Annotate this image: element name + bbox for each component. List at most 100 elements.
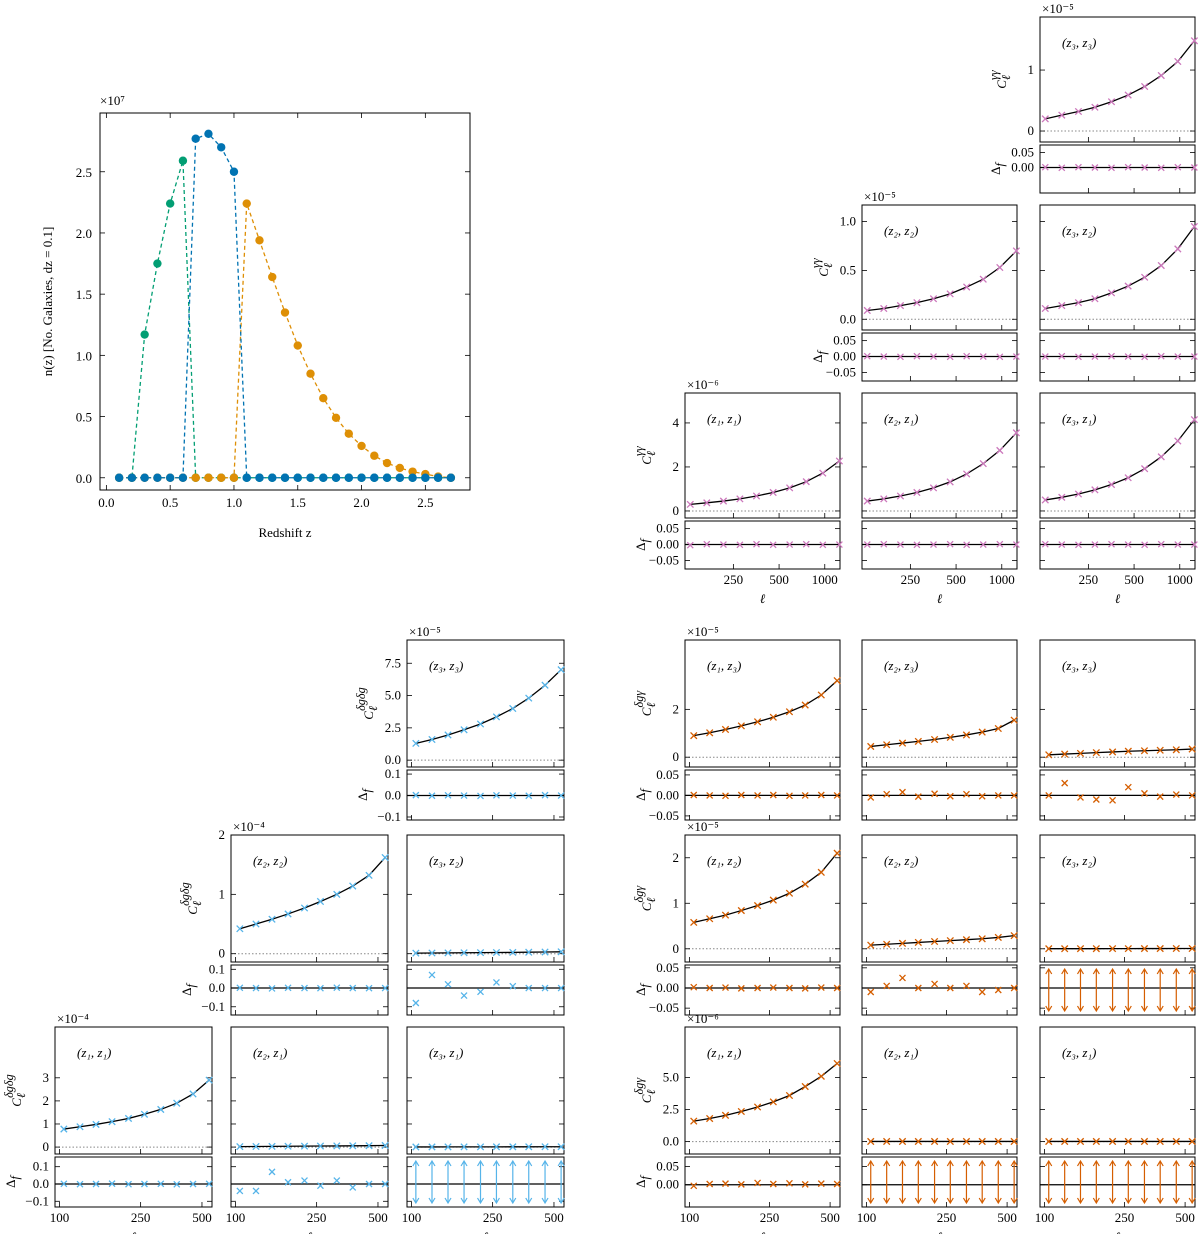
residual-cross	[1157, 794, 1163, 800]
x-tick-label: 100	[50, 1210, 70, 1225]
residual-cross	[691, 1183, 697, 1189]
data-cross	[334, 891, 340, 897]
out-of-range-arrow	[510, 1161, 516, 1203]
y-axis-label-base: C	[639, 902, 654, 911]
x-tick-label: 2.5	[417, 495, 433, 510]
panel-label: (z₃, z₂)	[1062, 223, 1096, 238]
out-of-range-arrow	[1189, 969, 1195, 1011]
residual-y-tick-label: 0.00	[656, 787, 679, 802]
series-point	[370, 452, 378, 460]
out-of-range-arrow	[932, 1161, 938, 1203]
out-of-range-arrow	[899, 1161, 905, 1203]
series-point	[140, 474, 148, 482]
residual-cross	[818, 1181, 824, 1187]
residual-cross	[445, 981, 451, 987]
y-tick-label: 2.0	[76, 226, 92, 241]
out-of-range-arrow	[429, 1161, 435, 1203]
residual-axis-label-base: Δ	[179, 988, 194, 996]
y-axis-label: Cℓδgγ	[632, 690, 658, 717]
residual-cross	[884, 791, 890, 797]
residual-cross	[899, 975, 905, 981]
x-tick-label: 0.0	[98, 495, 114, 510]
data-cross	[1125, 475, 1131, 481]
residual-y-tick-label: 0.05	[1011, 145, 1034, 160]
series-point	[204, 130, 212, 138]
y-tick-label: 7.5	[385, 655, 401, 670]
x-tick-label: 250	[937, 1210, 957, 1225]
y-tick-label: 0	[219, 946, 226, 961]
data-cross	[301, 905, 307, 911]
y-axis-label: Cℓδgδg	[178, 882, 204, 914]
residual-y-tick-label: 0.00	[656, 980, 679, 995]
residual-box	[231, 1157, 388, 1207]
y-axis-label-sub: ℓ	[366, 706, 380, 711]
residual-cross	[334, 1178, 340, 1184]
series-point	[383, 459, 391, 467]
data-cross	[1013, 430, 1019, 436]
data-cross	[997, 447, 1003, 453]
data-cross	[1108, 290, 1114, 296]
residual-cross	[461, 993, 467, 999]
data-cross	[963, 284, 969, 290]
y-tick-label: 2.5	[385, 720, 401, 735]
series-point	[281, 474, 289, 482]
out-of-range-arrow	[995, 1161, 1001, 1203]
x-tick-label: 100	[680, 1210, 700, 1225]
series-point	[357, 474, 365, 482]
residual-cross	[1110, 797, 1116, 803]
residual-axis-label-sub: f	[815, 350, 829, 355]
residual-cross	[269, 1169, 275, 1175]
data-cross	[834, 1060, 840, 1066]
series-point	[217, 143, 225, 151]
out-of-range-arrow	[493, 1161, 499, 1203]
residual-cross	[691, 984, 697, 990]
out-of-range-arrow	[1093, 1161, 1099, 1203]
residual-cross	[899, 789, 905, 795]
y-axis-label-sup: δgδg	[354, 687, 368, 711]
x-axis-label: ℓ	[131, 1229, 137, 1234]
y-tick-label: 5.0	[385, 688, 401, 703]
data-cross	[477, 721, 483, 727]
out-of-range-arrow	[1189, 1161, 1195, 1203]
axis-multiplier: ×10⁷	[100, 93, 125, 108]
y-tick-label: 0	[43, 1139, 50, 1154]
panel-label: (z₂, z₂)	[884, 853, 918, 868]
series-point	[396, 474, 404, 482]
series-point	[179, 474, 187, 482]
residual-cross	[253, 1188, 259, 1194]
data-cross	[285, 911, 291, 917]
residual-y-tick-label: 0.1	[209, 961, 225, 976]
y-axis-label-sup: δgγ	[632, 690, 646, 708]
residual-axis-label: Δf	[633, 788, 652, 801]
data-cross	[493, 714, 499, 720]
out-of-range-arrow	[1173, 1161, 1179, 1203]
y-tick-label: 2	[43, 1093, 50, 1108]
out-of-range-arrow	[445, 1161, 451, 1203]
out-of-range-arrow	[979, 1161, 985, 1203]
residual-axis-label-base: Δ	[633, 543, 648, 551]
y-axis-label-base: C	[9, 1098, 24, 1107]
data-cross	[1011, 717, 1017, 723]
panel-label: (z₁, z₂)	[707, 853, 741, 868]
y-axis-label-sub: ℓ	[644, 1089, 658, 1094]
y-axis-label: Cℓγγ	[809, 257, 835, 277]
y-axis-label-sub: ℓ	[644, 451, 658, 456]
x-tick-label: 1000	[989, 572, 1015, 587]
axis-multiplier: ×10⁻⁵	[1042, 1, 1074, 16]
data-cross	[786, 890, 792, 896]
series-point	[332, 414, 340, 422]
y-axis-label: Cℓδgδg	[354, 687, 380, 719]
series-point	[383, 474, 391, 482]
axis-multiplier: ×10⁻⁶	[687, 377, 719, 392]
out-of-range-arrow	[963, 1161, 969, 1203]
residual-y-tick-label: −0.1	[201, 999, 225, 1014]
data-cross	[770, 1099, 776, 1105]
y-axis-label: Cℓδgγ	[632, 885, 658, 912]
y-tick-label: 0.0	[385, 752, 401, 767]
y-tick-label: 2.5	[76, 165, 92, 180]
residual-y-tick-label: 0.00	[656, 1177, 679, 1192]
x-tick-label: 250	[1115, 1210, 1135, 1225]
out-of-range-arrow	[1077, 969, 1083, 1011]
axis-multiplier: ×10⁻⁴	[233, 819, 265, 834]
out-of-range-arrow	[1125, 1161, 1131, 1203]
